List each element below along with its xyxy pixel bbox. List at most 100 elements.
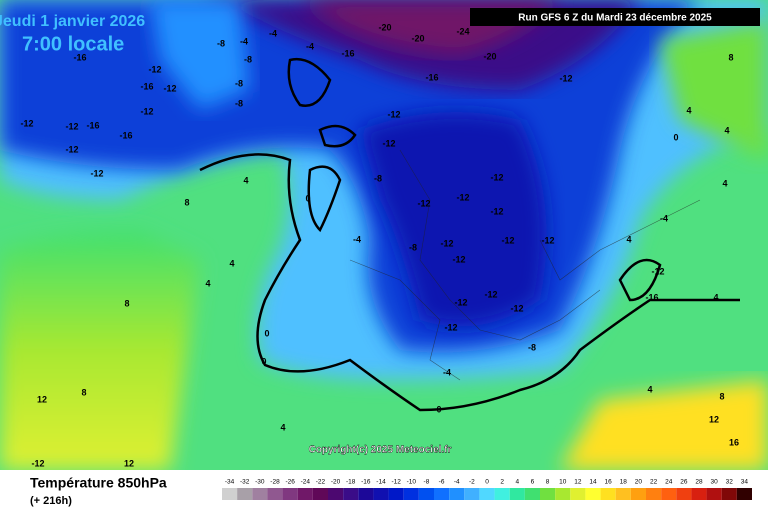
color-swatch xyxy=(252,488,268,500)
forecast-date: Jeudi 1 janvier 2026 xyxy=(0,13,145,30)
contour-label: -20 xyxy=(483,51,496,61)
scale-label: -8 xyxy=(424,479,430,486)
contour-label: -12 xyxy=(417,198,430,208)
contour-label: -8 xyxy=(244,54,252,64)
contour-label: -16 xyxy=(341,48,354,58)
contour-label: -12 xyxy=(140,106,153,116)
color-swatch xyxy=(509,488,525,500)
color-swatch xyxy=(418,488,434,500)
scale-label: -12 xyxy=(391,479,401,486)
contour-label: -4 xyxy=(306,41,314,51)
contour-label: -12 xyxy=(452,254,465,264)
contour-label: -12 xyxy=(20,118,33,128)
color-swatch xyxy=(267,488,283,500)
contour-label: -12 xyxy=(510,303,523,313)
contour-label: -20 xyxy=(411,33,424,43)
contour-label: 12 xyxy=(709,414,719,424)
contour-label: -12 xyxy=(163,83,176,93)
map-background xyxy=(0,0,768,470)
contour-label: -8 xyxy=(217,38,225,48)
contour-label: 0 xyxy=(436,404,441,414)
scale-label: 12 xyxy=(574,479,582,486)
color-swatch xyxy=(615,488,631,500)
color-swatch xyxy=(222,488,238,500)
contour-label: 8 xyxy=(728,52,733,62)
scale-label: 32 xyxy=(726,479,734,486)
contour-label: 8 xyxy=(719,391,724,401)
contour-label: -12 xyxy=(31,458,44,468)
color-swatch xyxy=(540,488,556,500)
color-swatch xyxy=(388,488,404,500)
color-swatch xyxy=(661,488,677,500)
run-box xyxy=(470,8,760,26)
color-swatch xyxy=(494,488,510,500)
contour-label: 4 xyxy=(205,278,210,288)
scale-label: 18 xyxy=(620,479,628,486)
color-swatch xyxy=(343,488,359,500)
color-swatch xyxy=(434,488,450,500)
scale-label: 20 xyxy=(635,479,643,486)
contour-label: -16 xyxy=(140,81,153,91)
scale-label: -18 xyxy=(346,479,356,486)
color-swatch xyxy=(736,488,752,500)
color-swatch xyxy=(328,488,344,500)
color-swatch xyxy=(373,488,389,500)
contour-label: 12 xyxy=(37,394,47,404)
color-swatch xyxy=(721,488,737,500)
color-swatch xyxy=(706,488,722,500)
scale-label: -34 xyxy=(225,479,235,486)
contour-label: -8 xyxy=(235,78,243,88)
color-swatch xyxy=(312,488,328,500)
scale-label: 30 xyxy=(711,479,719,486)
contour-label: 4 xyxy=(686,105,691,115)
contour-label: 4 xyxy=(243,175,248,185)
contour-label: -16 xyxy=(425,72,438,82)
color-swatch xyxy=(524,488,540,500)
color-swatch xyxy=(297,488,313,500)
contour-label: -4 xyxy=(660,213,668,223)
contour-label: -16 xyxy=(645,292,658,302)
contour-label: 16 xyxy=(729,437,739,447)
scale-label: -26 xyxy=(285,479,295,486)
coastlines xyxy=(199,57,740,412)
contour-labels: -16 -12 -16 -12 -12 -12 -12 -16 -16 -12 -12 -8 -8 -8 -… xyxy=(20,22,739,468)
contour-label: 0 xyxy=(264,328,269,338)
scale-label: 8 xyxy=(546,479,550,486)
color-swatch xyxy=(464,488,480,500)
contour-label: -12 xyxy=(90,168,103,178)
color-swatch xyxy=(570,488,586,500)
contour-label: -12 xyxy=(490,206,503,216)
scale-label: 34 xyxy=(741,479,749,486)
scale-label: 2 xyxy=(500,479,504,486)
scale-label: -16 xyxy=(361,479,371,486)
contour-label: 8 xyxy=(81,387,86,397)
borders xyxy=(349,149,701,381)
contour-label: 4 xyxy=(626,234,631,244)
legend-title: Température 850hPa xyxy=(30,475,167,491)
scale-label: -10 xyxy=(407,479,417,486)
contour-label: -12 xyxy=(387,109,400,119)
contour-label: 4 xyxy=(229,258,234,268)
scale-label: -2 xyxy=(469,479,475,486)
contour-label: -12 xyxy=(501,235,514,245)
scale-label: -28 xyxy=(270,479,280,486)
contour-label: -12 xyxy=(65,121,78,131)
scale-label: 6 xyxy=(531,479,535,486)
contour-label: -4 xyxy=(443,367,451,377)
contour-label: -12 xyxy=(490,172,503,182)
contour-label: -12 xyxy=(541,235,554,245)
color-swatch xyxy=(646,488,662,500)
color-swatch xyxy=(676,488,692,500)
scale-label: 24 xyxy=(665,479,673,486)
contour-label: -12 xyxy=(651,266,664,276)
scale-label: 16 xyxy=(605,479,613,486)
contour-label: 4 xyxy=(713,292,718,302)
contour-label: 4 xyxy=(722,178,727,188)
scale-label: -14 xyxy=(376,479,386,486)
legend-lead: (+ 216h) xyxy=(30,495,72,507)
contour-label: -4 xyxy=(240,36,248,46)
scale-label: -6 xyxy=(439,479,445,486)
contour-label: -8 xyxy=(528,342,536,352)
contour-label: -12 xyxy=(65,144,78,154)
contour-label: 4 xyxy=(724,125,729,135)
